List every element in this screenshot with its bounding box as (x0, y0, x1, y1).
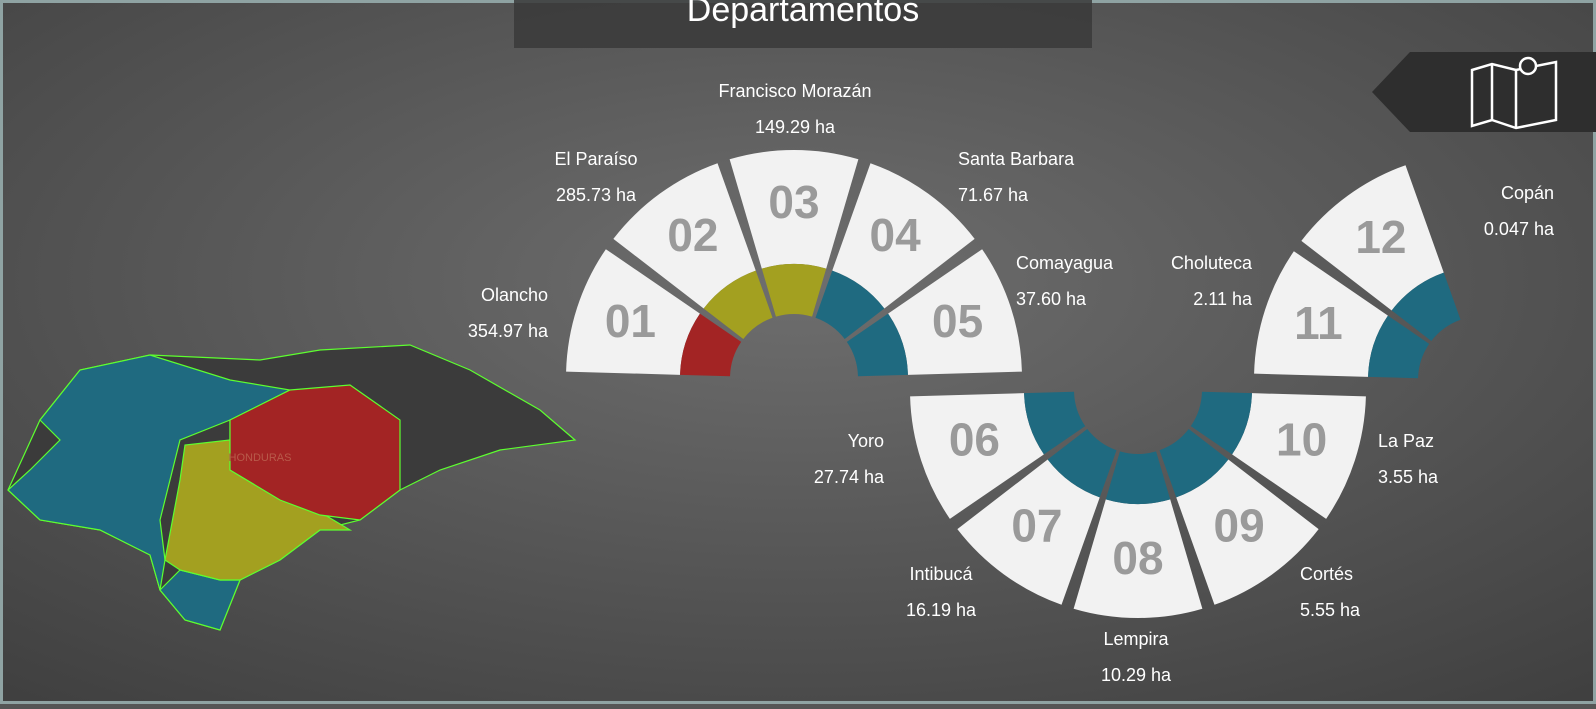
infographic: Departamentos HONDURAS 01 Olancho 354.97 h… (0, 0, 1596, 704)
segment-number: 11 (1294, 297, 1343, 349)
department-name: Copán (1501, 183, 1554, 203)
map-label: HONDURAS (229, 452, 292, 464)
segment-number: 06 (949, 413, 1000, 465)
segment-number: 03 (768, 176, 819, 228)
department-name: Cortés (1300, 564, 1353, 584)
department-name: Olancho (481, 285, 548, 305)
department-area: 37.60 ha (1016, 289, 1087, 309)
department-name: La Paz (1378, 431, 1434, 451)
segment-number: 02 (667, 209, 718, 261)
segment-number: 10 (1276, 413, 1327, 465)
title: Departamentos (687, 0, 919, 29)
department-name: El Paraíso (554, 149, 637, 169)
department-name: Comayagua (1016, 253, 1114, 273)
segment-number: 04 (870, 209, 922, 261)
department-area: 149.29 ha (755, 117, 836, 137)
department-name: Francisco Morazán (718, 81, 871, 101)
segment-number: 05 (932, 295, 983, 347)
department-name: Yoro (848, 431, 884, 451)
department-area: 71.67 ha (958, 185, 1029, 205)
department-area: 27.74 ha (814, 467, 885, 487)
department-name: Santa Barbara (958, 149, 1075, 169)
department-area: 10.29 ha (1101, 665, 1172, 685)
department-area: 0.047 ha (1484, 219, 1555, 239)
department-area: 285.73 ha (556, 185, 637, 205)
department-area: 3.55 ha (1378, 467, 1439, 487)
segment-number: 01 (605, 295, 656, 347)
department-name: Choluteca (1171, 253, 1253, 273)
segment-number: 12 (1355, 211, 1406, 263)
department-name: Lempira (1103, 629, 1169, 649)
department-area: 5.55 ha (1300, 600, 1361, 620)
department-area: 354.97 ha (468, 321, 549, 341)
segment-number: 09 (1214, 499, 1265, 551)
page: Departamentos HONDURAS 01 Olancho 354.97 h… (0, 0, 1596, 704)
department-name: Intibucá (909, 564, 973, 584)
department-area: 2.11 ha (1193, 289, 1253, 309)
segment-number: 08 (1112, 532, 1163, 584)
department-area: 16.19 ha (906, 600, 977, 620)
segment-number: 07 (1011, 499, 1062, 551)
icon-banner (1372, 52, 1596, 132)
